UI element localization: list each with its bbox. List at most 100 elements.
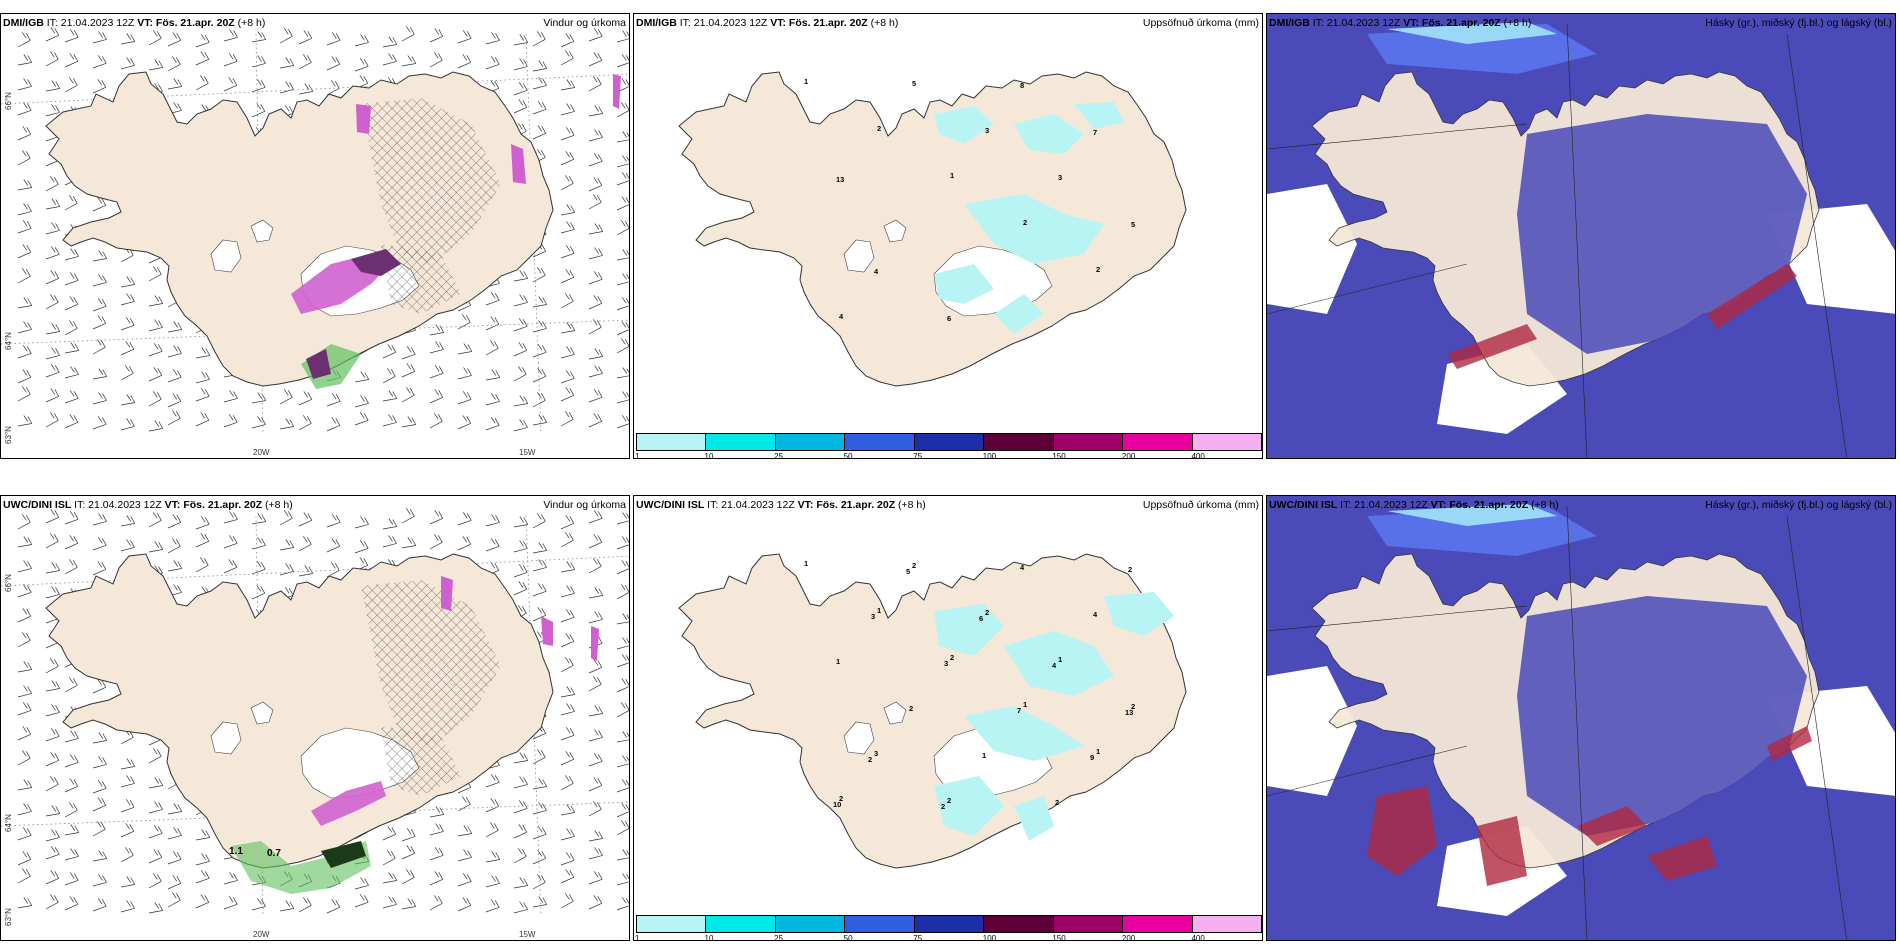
colorbar-segment bbox=[1053, 434, 1124, 450]
glacier bbox=[210, 239, 242, 273]
valid-time: VT: Fös. 21.apr. 20Z bbox=[797, 499, 896, 511]
precip-snow bbox=[311, 781, 386, 826]
panel-wind-precip-uwc: 1.1 0.7 UWC/DINI ISL IT: 21.04.2023 12Z VT… bbox=[0, 495, 630, 941]
colorbar-segment bbox=[775, 434, 846, 450]
colorbar-segment bbox=[1123, 916, 1193, 932]
precip-value-label: 2 bbox=[1131, 702, 1135, 711]
colorbar-segment bbox=[775, 916, 846, 932]
precip-snow bbox=[441, 576, 453, 611]
panel-title: Vindur og úrkoma bbox=[543, 17, 626, 29]
lat-label: 64°N bbox=[4, 332, 13, 350]
precip-value-label: 1 bbox=[982, 751, 986, 760]
colorbar-tick-label: 400 bbox=[1191, 452, 1205, 459]
colorbar-segment bbox=[914, 916, 985, 932]
colorbar-tick-label: 150 bbox=[1052, 452, 1066, 459]
colorbar-segment bbox=[637, 434, 707, 450]
colorbar-segment bbox=[845, 434, 915, 450]
map-canvas bbox=[1267, 14, 1895, 458]
snow-hatch bbox=[361, 580, 501, 746]
model-source: DMI/IGB bbox=[3, 17, 44, 29]
precip-snow bbox=[356, 104, 371, 134]
high-cloud-thick bbox=[1577, 806, 1647, 846]
lon-label: 15W bbox=[519, 930, 536, 939]
colorbar-tick-label: 100 bbox=[982, 452, 997, 459]
colorbar-segment bbox=[706, 916, 776, 932]
panel-wind-precip-dmi: DMI/IGB IT: 21.04.2023 12Z VT: Fös. 21.a… bbox=[0, 13, 630, 459]
lat-label: 66°N bbox=[4, 92, 13, 110]
model-source: UWC/DINI ISL bbox=[3, 499, 72, 511]
precip-value-label: 7 bbox=[1093, 128, 1097, 137]
colorbar-segment bbox=[1123, 434, 1193, 450]
panel-accum-precip-uwc: 1 1 2 1 1 2 2 2 1 2 3 2 4 4 1 2 1 2 2 3 3 7 9 10 5 6 4 13 2 2 UWC/DINI… bbox=[633, 495, 1263, 941]
model-source: DMI/IGB bbox=[636, 17, 677, 29]
colorbar-segment bbox=[845, 916, 915, 932]
lon-label: 20W bbox=[253, 448, 270, 457]
grid-lines bbox=[1267, 505, 1848, 940]
model-source: DMI/IGB bbox=[1269, 17, 1310, 29]
precip-value-label: 1 bbox=[1023, 700, 1027, 709]
precip-snow bbox=[541, 616, 553, 646]
colorbar-segment bbox=[1053, 916, 1124, 932]
panel-accum-precip-dmi: 1 2 1 2 2 4 5 3 3 5 4 6 8 7 13 DMI/IGB IT: 21.04.2023 1… bbox=[633, 13, 1263, 459]
lead-time: (+8 h) bbox=[898, 499, 926, 511]
precip-value-label: 2 bbox=[941, 802, 945, 811]
precip-colorbar bbox=[636, 433, 1262, 451]
precip-value-label: 2 bbox=[909, 704, 913, 713]
valid-time: VT: Fös. 21.apr. 20Z bbox=[1430, 499, 1529, 511]
precip-value-label: 2 bbox=[839, 794, 843, 803]
low-cloud-over-land bbox=[1517, 596, 1807, 836]
precip-value-label: 2 bbox=[947, 796, 951, 805]
precip-area bbox=[934, 776, 1004, 836]
precip-value-label: 2 bbox=[1128, 565, 1132, 574]
colorbar-ticks: 1 10 25 50 75 100 150 200 400 bbox=[635, 934, 1262, 941]
colorbar-tick-label: 75 bbox=[913, 934, 923, 941]
lead-time: (+8 h) bbox=[1531, 499, 1559, 511]
precip-value-label: 2 bbox=[1023, 218, 1027, 227]
colorbar-ticks: 1 10 25 50 75 100 150 200 400 bbox=[635, 452, 1262, 459]
precip-value-label: 13 bbox=[1125, 708, 1133, 717]
lon-label: 15W bbox=[519, 448, 536, 457]
high-cloud-thick bbox=[1647, 836, 1717, 881]
colorbar-tick-label: 150 bbox=[1052, 934, 1066, 941]
colorbar-tick-label: 10 bbox=[704, 452, 714, 459]
wind-value-label: 1.1 bbox=[229, 846, 243, 857]
colorbar-tick-label: 400 bbox=[1191, 934, 1205, 941]
glacier bbox=[250, 701, 274, 725]
colorbar-segment bbox=[914, 434, 985, 450]
glacier bbox=[883, 701, 907, 725]
colorbar-tick-label: 100 bbox=[982, 934, 997, 941]
panel-title: Vindur og úrkoma bbox=[543, 499, 626, 511]
precip-value-label: 7 bbox=[1017, 706, 1021, 715]
panel-header: UWC/DINI ISL IT: 21.04.2023 12Z VT: Fös.… bbox=[3, 499, 293, 511]
colorbar-tick-label: 200 bbox=[1121, 452, 1136, 459]
init-time: IT: 21.04.2023 12Z bbox=[1340, 499, 1428, 511]
precip-area bbox=[1014, 114, 1084, 154]
precip-value-label: 8 bbox=[1020, 81, 1024, 90]
map-canvas: 1.1 0.7 bbox=[1, 508, 629, 917]
high-cloud-thick bbox=[1477, 816, 1527, 886]
panel-header: DMI/IGB IT: 21.04.2023 12Z VT: Fös. 21.a… bbox=[636, 17, 898, 29]
precip-value-label: 13 bbox=[836, 175, 844, 184]
precip-value-label: 4 bbox=[874, 267, 879, 276]
precip-colorbar bbox=[636, 915, 1262, 933]
panel-title: Uppsöfnuð úrkoma (mm) bbox=[1142, 499, 1259, 511]
panel-clouds-dmi: DMI/IGB IT: 21.04.2023 12Z VT: Fös. 21.a… bbox=[1266, 13, 1896, 459]
precip-area bbox=[934, 604, 1004, 656]
precip-value-label: 3 bbox=[1058, 173, 1062, 182]
panel-header: UWC/DINI ISL IT: 21.04.2023 12Z VT: Fös.… bbox=[636, 499, 926, 511]
valid-time: VT: Fös. 21.apr. 20Z bbox=[770, 17, 868, 29]
precip-value-label: 2 bbox=[912, 561, 916, 570]
precip-value-label: 5 bbox=[912, 79, 916, 88]
panel-clouds-uwc: UWC/DINI ISL IT: 21.04.2023 12Z VT: Fös.… bbox=[1266, 495, 1896, 941]
lat-label: 63°N bbox=[4, 908, 13, 926]
glacier bbox=[210, 721, 242, 755]
valid-time: VT: Fös. 21.apr. 20Z bbox=[1403, 17, 1501, 29]
precip-value-label: 3 bbox=[985, 126, 989, 135]
colorbar-tick-label: 25 bbox=[774, 934, 784, 941]
precip-area bbox=[994, 294, 1044, 334]
precip-area bbox=[964, 194, 1104, 264]
precip-area bbox=[934, 106, 994, 144]
precip-value-label: 3 bbox=[944, 659, 948, 668]
colorbar-tick-label: 200 bbox=[1121, 934, 1136, 941]
precip-value-label: 1 bbox=[1096, 747, 1100, 756]
